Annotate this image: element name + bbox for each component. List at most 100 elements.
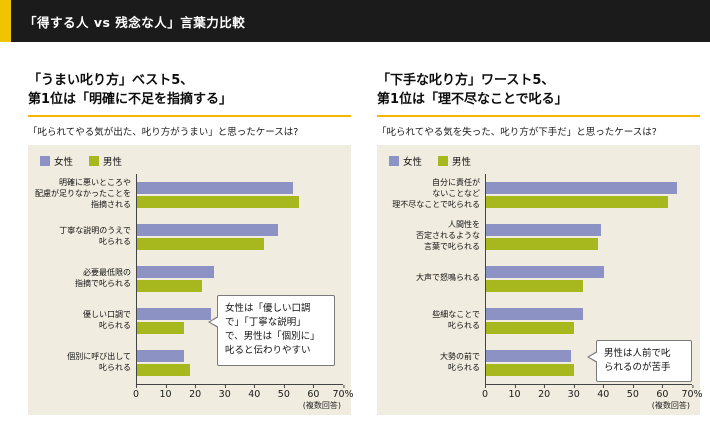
chart-row: 明確に悪いところや 配慮が足りなかったことを 指摘される <box>34 173 343 216</box>
bars-group <box>136 299 343 342</box>
chart-title: 「うまい叱り方」ベスト5、 第1位は「明確に不足を指摘する」 <box>28 73 233 107</box>
title-underline <box>28 114 351 117</box>
bars-group <box>136 215 343 258</box>
male-color-swatch <box>89 155 100 166</box>
chart-section-bad-scolding: 「下手な叱り方」ワースト5、 第1位は「理不尽なことで叱る」 「叱られてやる気を失… <box>377 72 703 415</box>
bar-female <box>486 223 601 236</box>
bar-female <box>137 181 293 194</box>
axis-note: (複数回答) <box>651 400 690 410</box>
bars-group <box>485 341 692 384</box>
category-label: 優しい口調で 叱られる <box>83 309 131 330</box>
axis-tick: 20 <box>538 384 551 400</box>
axis-spacer <box>34 384 136 402</box>
axis-row: 0 10 20 30 40 50 60 70% <box>383 383 703 402</box>
category-label: 個別に呼び出して 叱られる <box>67 351 131 372</box>
legend-label-male: 男性 <box>452 156 472 168</box>
axis-tick: 50 <box>626 384 639 400</box>
category-label: 丁寧な説明のうえで 叱られる <box>59 225 131 246</box>
axis-tick: 70% <box>681 384 703 400</box>
chart-row: 必要最低限の 指摘で叱られる <box>34 257 343 300</box>
chart-subtitle: 「叱られてやる気を失った、叱り方が下手だ」と思ったケースは? <box>377 126 657 138</box>
bar-female <box>137 223 279 236</box>
female-color-swatch <box>389 155 399 166</box>
bars-group <box>485 299 692 342</box>
bars-group <box>485 215 692 258</box>
bar-male <box>486 195 669 208</box>
chart-row: 個別に呼び出して 叱られる <box>34 341 343 384</box>
bars-group <box>485 257 692 300</box>
axis-tick: 20 <box>189 384 202 400</box>
chart-panel: 女性 男性 明確に悪いところや 配慮が足りなかったことを 指摘される丁寧な説明のうえで… <box>28 144 354 415</box>
bar-female <box>486 349 572 362</box>
bar-male <box>486 363 575 376</box>
chart-rows: 自分に責任が ないことなど 理不尽なことで叱られる人間性を 否定されるような 言葉で叱ら… <box>383 173 692 384</box>
page-title: 「得する人 vs 残念な人」言葉力比較 <box>24 14 246 30</box>
chart-row: 大声で怒鳴られる <box>383 257 692 300</box>
callout: 女性は「優しい口調 で」「丁寧な説明」 で、男性は「個別に」 叱ると伝わりやすい <box>208 294 335 366</box>
axis-tick: 30 <box>567 384 580 400</box>
bar-female <box>137 349 185 362</box>
legend-label-male: 男性 <box>103 156 123 168</box>
axis-tick: 40 <box>248 384 261 400</box>
bar-male <box>137 195 299 208</box>
category-label: 人間性を 否定されるような 言葉で叱られる <box>416 220 480 252</box>
bar-female <box>137 307 211 320</box>
female-color-swatch <box>40 155 50 166</box>
category-label: 自分に責任が ないことなど 理不尽なことで叱られる <box>392 178 480 210</box>
legend-item-female: 女性 <box>40 154 73 168</box>
legend-item-female: 女性 <box>389 154 422 168</box>
category-label: 必要最低限の 指摘で叱られる <box>75 267 131 288</box>
callout: 男性は人前で叱 られるのが苦手 <box>587 339 692 383</box>
axis-tick: 60 <box>656 384 669 400</box>
legend: 女性 男性 <box>389 154 692 168</box>
bars-group <box>136 341 343 384</box>
title-underline <box>377 114 700 117</box>
bar-male <box>137 363 190 376</box>
category-label: 些細なことで 叱られる <box>432 309 480 330</box>
bar-female <box>137 265 214 278</box>
header-bar: 「得する人 vs 残念な人」言葉力比較 <box>0 0 710 42</box>
axis-tick: 60 <box>307 384 320 400</box>
chart-panel: 女性 男性 自分に責任が ないことなど 理不尽なことで叱られる人間性を 否定されるような… <box>377 144 703 415</box>
charts-container: 「うまい叱り方」ベスト5、 第1位は「明確に不足を指摘する」 「叱られてやる気が出… <box>0 42 710 415</box>
category-label: 大勢の前で 叱られる <box>440 351 480 372</box>
chart-subtitle: 「叱られてやる気が出た、叱り方がうまい」と思ったケースは? <box>28 126 299 138</box>
callout-text: 男性は人前で叱 られるのが苦手 <box>604 347 671 373</box>
legend-label-female: 女性 <box>54 156 74 168</box>
chart-row: 大勢の前で 叱られる <box>383 341 692 384</box>
x-axis: 0 10 20 30 40 50 60 70% <box>132 383 354 402</box>
bars-group <box>485 173 692 216</box>
male-color-swatch <box>438 155 449 166</box>
bar-female <box>486 181 678 194</box>
axis-row: 0 10 20 30 40 50 60 70% <box>34 383 354 402</box>
category-label: 明確に悪いところや 配慮が足りなかったことを 指摘される <box>35 178 131 210</box>
bar-male <box>137 279 202 292</box>
bar-male <box>137 321 185 334</box>
legend-label-female: 女性 <box>403 156 423 168</box>
bar-male <box>486 279 584 292</box>
axis-tick: 10 <box>508 384 521 400</box>
axis-tick: 40 <box>597 384 610 400</box>
chart-row: 些細なことで 叱られる <box>383 299 692 342</box>
header-accent-block <box>0 0 11 42</box>
axis-tick: 70% <box>332 384 354 400</box>
legend-item-male: 男性 <box>438 154 471 168</box>
chart-title: 「下手な叱り方」ワースト5、 第1位は「理不尽なことで叱る」 <box>377 73 568 107</box>
chart-row: 人間性を 否定されるような 言葉で叱られる <box>383 215 692 258</box>
bars-group <box>136 173 343 216</box>
category-label: 大声で怒鳴られる <box>416 273 480 283</box>
x-axis: 0 10 20 30 40 50 60 70% <box>481 383 703 402</box>
chart-row: 自分に責任が ないことなど 理不尽なことで叱られる <box>383 173 692 216</box>
chart-row: 丁寧な説明のうえで 叱られる <box>34 215 343 258</box>
bar-female <box>486 307 584 320</box>
chart-row: 優しい口調で 叱られる <box>34 299 343 342</box>
axis-tick: 50 <box>277 384 290 400</box>
bars-group <box>136 257 343 300</box>
chart-rows: 明確に悪いところや 配慮が足りなかったことを 指摘される丁寧な説明のうえで 叱られる必… <box>34 173 343 384</box>
axis-tick: 0 <box>481 384 489 400</box>
bar-female <box>486 265 604 278</box>
axis-tick: 0 <box>132 384 140 400</box>
bar-male <box>486 321 575 334</box>
axis-spacer <box>383 384 485 402</box>
axis-tick: 30 <box>218 384 231 400</box>
